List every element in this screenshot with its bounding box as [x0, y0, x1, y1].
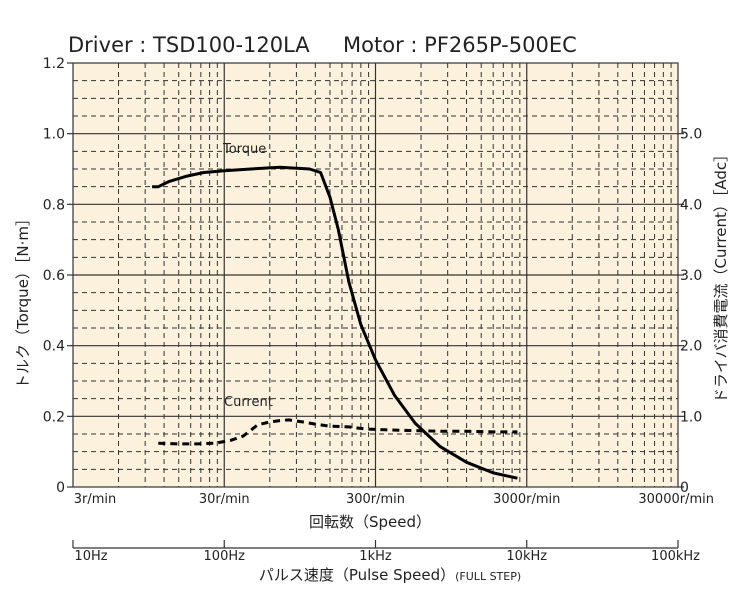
y-tick-label: 0.8 — [43, 197, 65, 213]
pulse-axis-label: パルス速度（Pulse Speed）(FULL STEP) — [259, 566, 521, 584]
grid — [73, 63, 678, 487]
x-axis: 3r/min 30r/min 300r/min 3000r/min 30000r/min — [74, 492, 714, 507]
y2-axis-label: ドライバ消費電流（Current）［Adc］ — [712, 147, 730, 403]
y2-tick-label: 1.0 — [680, 409, 702, 425]
y-tick-label: 1.2 — [43, 56, 65, 72]
x-axis-label: 回転数（Speed） — [309, 513, 431, 531]
current-series-line — [158, 418, 518, 446]
y-tick-label: 0.2 — [43, 409, 65, 425]
x-tick-label: 30r/min — [199, 492, 250, 507]
pulse-tick-label: 10Hz — [74, 549, 107, 564]
pulse-tick-label: 10kHz — [506, 549, 547, 564]
current-series-label: Current — [224, 395, 273, 410]
x-tick-label: 30000r/min — [638, 492, 714, 507]
y-axis-label: トルク（Torque）［N·m］ — [14, 211, 32, 389]
y-tick-label: 0.6 — [43, 268, 65, 284]
pulse-axis-label-note: (FULL STEP) — [455, 570, 521, 583]
pulse-speed-axis: 10Hz 100Hz 1kHz 10kHz 100kHz — [72, 540, 700, 564]
x-tick-label: 3r/min — [74, 492, 117, 507]
pulse-axis-label-main: パルス速度（Pulse Speed） — [259, 566, 455, 584]
y-tick-label: 0 — [56, 480, 65, 496]
y-axis: 0 0.2 0.4 0.6 0.8 1.0 1.2 — [43, 56, 73, 496]
y-tick-label: 1.0 — [43, 127, 65, 143]
y2-tick-label: 2.0 — [680, 339, 702, 355]
y2-tick-label: 0 — [680, 480, 689, 496]
torque-series-label: Torque — [222, 142, 266, 157]
pulse-tick-label: 1kHz — [359, 549, 392, 564]
torque-series-line — [152, 165, 518, 480]
pulse-tick-label: 100kHz — [651, 549, 700, 564]
y2-tick-label: 4.0 — [680, 197, 702, 213]
y2-tick-label: 5.0 — [680, 127, 702, 143]
pulse-tick-label: 100Hz — [204, 549, 246, 564]
y2-tick-label: 3.0 — [680, 268, 702, 284]
y-tick-label: 0.4 — [43, 339, 65, 355]
chart-title: Driver : TSD100-120LA Motor : PF265P-500… — [68, 33, 577, 57]
x-tick-label: 3000r/min — [493, 492, 560, 507]
y2-axis: 0 1.0 2.0 3.0 4.0 5.0 — [678, 127, 702, 496]
x-tick-label: 300r/min — [346, 492, 405, 507]
